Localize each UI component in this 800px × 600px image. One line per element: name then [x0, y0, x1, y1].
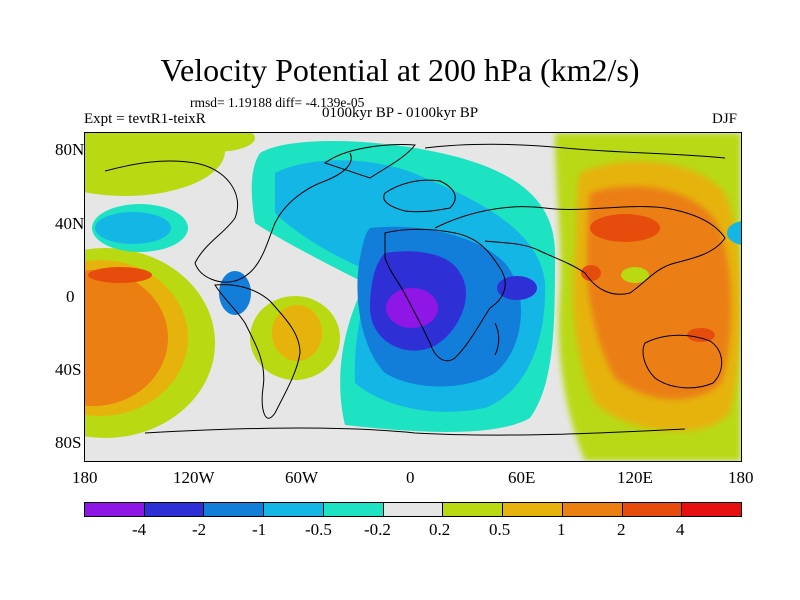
lon-label-120w: 120W — [173, 468, 215, 487]
colorbar-label: -0.5 — [305, 520, 332, 539]
south-america-positive-patch — [250, 296, 340, 380]
colorbar-swatch — [144, 503, 205, 516]
lon-label-120e: 120E — [617, 468, 653, 487]
velocity-potential-field — [85, 133, 741, 461]
lat-label-80s: 80S — [55, 433, 82, 452]
lat-label-40s: 40S — [55, 360, 82, 379]
colorbar-swatch — [443, 503, 504, 516]
stats-line: rmsd= 1.19188 diff= -4.139e-05 — [190, 95, 365, 110]
lon-label-180-right: 180 — [728, 468, 754, 487]
colorbar-label: 2 — [617, 520, 626, 539]
lon-label-0: 0 — [406, 468, 415, 487]
north-positive-patch — [175, 133, 255, 152]
far-east-negative-patch — [727, 221, 741, 245]
colorbar-swatch — [503, 503, 563, 516]
coastlines — [104, 143, 726, 436]
colorbar-label: -4 — [132, 520, 147, 539]
season-label: DJF — [712, 111, 738, 127]
colorbar — [84, 502, 742, 517]
colorbar-label: -1 — [252, 520, 267, 539]
colorbar-swatch — [682, 503, 742, 516]
map-panel — [84, 132, 742, 462]
colorbar-label: 1 — [557, 520, 566, 539]
colorbar-swatch — [622, 503, 683, 516]
experiment-label: Expt = tevtR1-teixR — [84, 111, 206, 127]
colorbar-label: -2 — [192, 520, 207, 539]
plot-title: Velocity Potential at 200 hPa (km2/s) — [160, 52, 640, 88]
colorbar-swatch — [562, 503, 623, 516]
north-pacific-negative-patch — [92, 204, 188, 252]
lon-label-60w: 60W — [285, 468, 319, 487]
lat-label-0: 0 — [66, 287, 75, 306]
colorbar-swatch — [323, 503, 384, 516]
colorbar-swatch — [264, 503, 324, 516]
colorbar-swatch — [383, 503, 444, 516]
colorbar-label: -0.2 — [364, 520, 391, 539]
period-label: 0100kyr BP - 0100kyr BP — [322, 105, 479, 121]
lon-label-60e: 60E — [508, 468, 536, 487]
colorbar-label: 0.2 — [429, 520, 451, 539]
colorbar-label: 0.5 — [489, 520, 511, 539]
west-positive-region — [85, 248, 215, 438]
lon-label-180-left: 180 — [72, 468, 98, 487]
colorbar-label: 4 — [676, 520, 685, 539]
east-positive-region — [555, 133, 741, 461]
lat-label-40n: 40N — [55, 214, 85, 233]
colorbar-swatch — [85, 503, 145, 516]
colorbar-swatch — [204, 503, 265, 516]
lat-label-80n: 80N — [55, 140, 85, 159]
